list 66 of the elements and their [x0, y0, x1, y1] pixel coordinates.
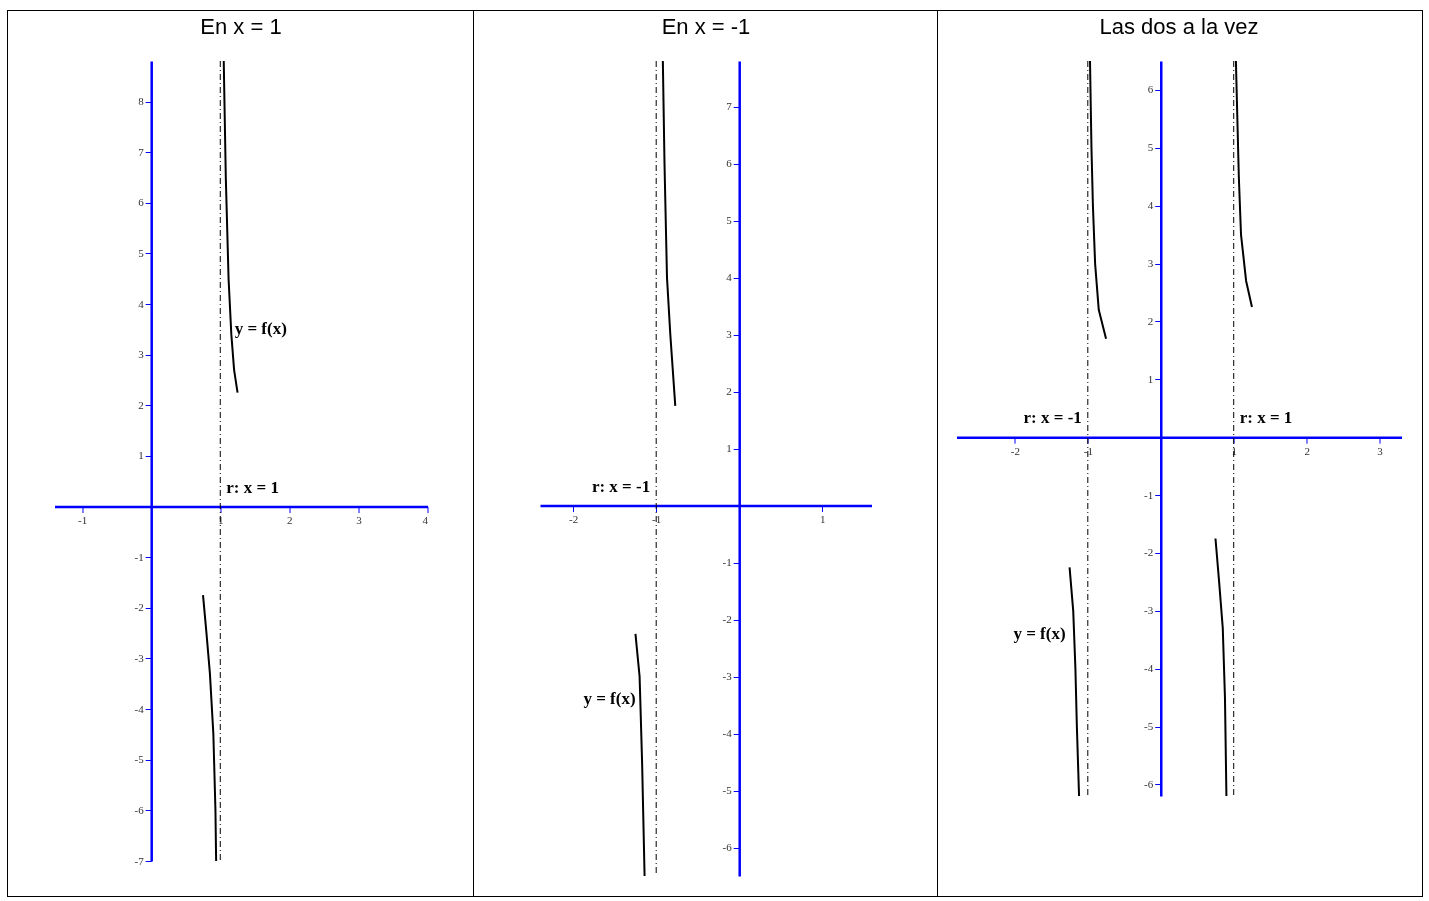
y-tick-label: 4 — [1147, 199, 1154, 212]
y-tick-label: 7 — [138, 145, 145, 158]
y-tick-label: 3 — [138, 348, 145, 361]
line-series — [1068, 566, 1081, 796]
x-tick-label: 3 — [1377, 444, 1384, 457]
ref-line-label: r: x = -1 — [1023, 408, 1082, 428]
y-tick-label: -6 — [1144, 777, 1154, 790]
y-tick-label: -5 — [134, 753, 145, 766]
annotation: y = f(x) — [1013, 623, 1066, 643]
y-tick-label: -1 — [1144, 488, 1154, 501]
x-tick-label: 2 — [1304, 444, 1310, 457]
y-tick-label: 2 — [1147, 314, 1154, 327]
ref-line-label: r: x = 1 — [1239, 408, 1293, 428]
chart-title: En x = 1 — [200, 13, 282, 39]
y-tick-label: 5 — [1147, 141, 1154, 154]
y-tick-label: -4 — [1144, 662, 1154, 675]
y-tick-label: 4 — [726, 271, 733, 284]
y-tick-label: -4 — [722, 727, 733, 740]
y-tick-label: -5 — [1144, 720, 1154, 733]
y-tick-label: 7 — [726, 100, 733, 113]
line-series — [634, 632, 646, 876]
y-tick-label: -2 — [722, 613, 732, 626]
annotation: y = f(x) — [583, 689, 636, 709]
x-tick-label: 1 — [1231, 444, 1237, 457]
x-tick-label: -2 — [569, 513, 579, 526]
annotation: y = f(x) — [234, 319, 287, 339]
y-tick-label: -6 — [722, 841, 733, 853]
chart-title: Las dos a la vez — [1099, 13, 1259, 39]
y-tick-label: 1 — [1147, 372, 1154, 385]
y-tick-label: -7 — [134, 854, 145, 867]
y-tick-label: -5 — [722, 784, 733, 797]
x-tick-label: 2 — [287, 514, 293, 527]
y-tick-label: -6 — [134, 803, 145, 816]
y-tick-label: 2 — [138, 398, 144, 411]
ref-line-label: r: x = 1 — [226, 477, 279, 497]
y-tick-label: -2 — [1144, 546, 1154, 559]
y-tick-label: 3 — [726, 328, 733, 341]
y-tick-label: 4 — [138, 297, 145, 310]
line-series — [202, 594, 218, 861]
line-series — [1214, 537, 1228, 796]
x-tick-label: -2 — [1010, 444, 1020, 457]
y-tick-label: -3 — [134, 651, 145, 664]
y-tick-label: 5 — [726, 214, 733, 227]
chart-title: En x = -1 — [661, 13, 751, 39]
x-tick-label: -1 — [652, 513, 662, 526]
y-tick-label: -4 — [134, 702, 145, 715]
y-tick-label: 6 — [1147, 83, 1154, 96]
x-tick-label: 1 — [819, 513, 826, 526]
y-tick-label: 3 — [1147, 257, 1154, 270]
x-tick-label: 3 — [356, 514, 363, 527]
line-series — [661, 61, 677, 407]
y-tick-label: 2 — [726, 385, 732, 398]
ref-line-label: r: x = -1 — [591, 476, 651, 496]
y-tick-label: -3 — [722, 670, 733, 683]
x-tick-label: 4 — [422, 514, 429, 527]
x-tick-label: -1 — [78, 514, 88, 527]
y-tick-label: 6 — [726, 157, 733, 170]
y-tick-label: -1 — [722, 556, 732, 569]
y-tick-label: 6 — [138, 196, 145, 209]
y-tick-label: -1 — [134, 550, 144, 563]
x-tick-label: -1 — [1083, 444, 1093, 457]
y-tick-label: 5 — [138, 246, 145, 259]
y-tick-label: -2 — [134, 601, 144, 614]
y-tick-label: 8 — [138, 95, 145, 108]
x-tick-label: 1 — [218, 514, 224, 527]
y-tick-label: -3 — [1144, 604, 1154, 617]
